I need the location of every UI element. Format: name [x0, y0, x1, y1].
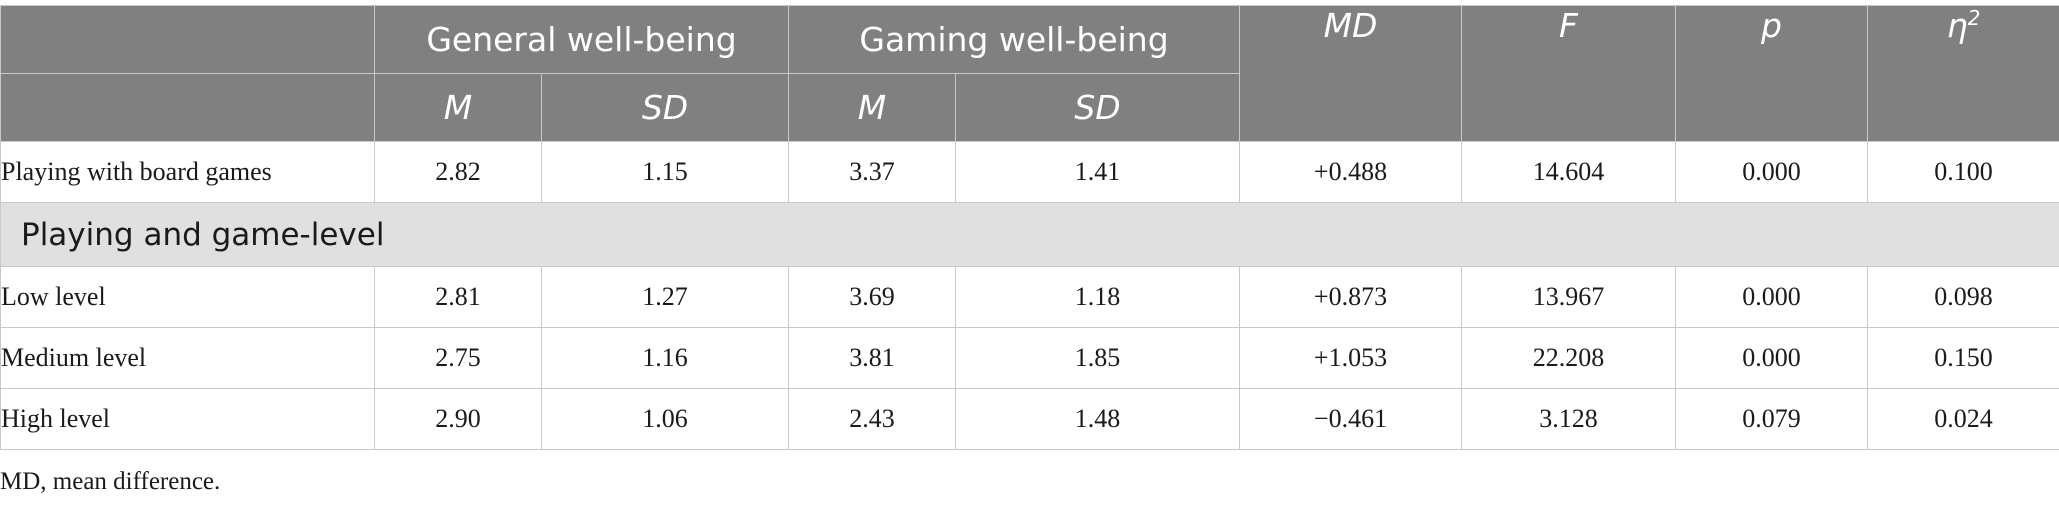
- table-footnote: MD, mean difference.: [0, 468, 221, 495]
- cell-f: 22.208: [1461, 327, 1677, 389]
- cell-md: −0.461: [1239, 388, 1463, 450]
- cell-general-m: 2.82: [374, 141, 542, 203]
- cell-f: 3.128: [1461, 388, 1677, 450]
- cell-f: 13.967: [1461, 266, 1677, 328]
- header-general-sd: SD: [540, 73, 790, 142]
- header-corner-lower: [0, 73, 375, 142]
- cell-general-sd: 1.06: [540, 388, 790, 450]
- cell-general-sd: 1.15: [540, 141, 790, 203]
- header-general-m: M: [374, 73, 542, 142]
- cell-gaming-sd: 1.41: [955, 141, 1241, 203]
- cell-eta: 0.150: [1867, 327, 2059, 389]
- header-row-2: M SD M SD: [0, 73, 2059, 142]
- header-gaming-wellbeing: Gaming well-being: [788, 5, 1241, 74]
- header-f: F: [1461, 5, 1677, 142]
- cell-general-sd: 1.27: [540, 266, 790, 328]
- cell-p: 0.079: [1675, 388, 1869, 450]
- table-body: Playing with board games 2.82 1.15 3.37 …: [0, 141, 2059, 450]
- section-label: Playing and game-level: [0, 202, 2059, 267]
- header-corner: [0, 5, 375, 74]
- cell-general-m: 2.81: [374, 266, 542, 328]
- cell-md: +0.873: [1239, 266, 1463, 328]
- row-label: Low level: [0, 266, 375, 328]
- header-gaming-m: M: [788, 73, 957, 142]
- section-row: Playing and game-level: [0, 202, 2059, 267]
- header-gaming-sd: SD: [955, 73, 1241, 142]
- header-eta-squared: η2: [1867, 5, 2059, 142]
- cell-gaming-sd: 1.48: [955, 388, 1241, 450]
- header-p: p: [1675, 5, 1869, 142]
- cell-gaming-sd: 1.85: [955, 327, 1241, 389]
- row-label: High level: [0, 388, 375, 450]
- cell-eta: 0.098: [1867, 266, 2059, 328]
- table-row: Playing with board games 2.82 1.15 3.37 …: [0, 141, 2059, 203]
- cell-f: 14.604: [1461, 141, 1677, 203]
- cell-gaming-sd: 1.18: [955, 266, 1241, 328]
- cell-gaming-m: 3.81: [788, 327, 957, 389]
- table-row: High level 2.90 1.06 2.43 1.48 −0.461 3.…: [0, 388, 2059, 450]
- cell-general-m: 2.90: [374, 388, 542, 450]
- header-row-1: General well-being Gaming well-being MD …: [0, 5, 2059, 142]
- cell-eta: 0.024: [1867, 388, 2059, 450]
- cell-p: 0.000: [1675, 141, 1869, 203]
- header-general-wellbeing: General well-being: [373, 5, 790, 74]
- cell-md: +1.053: [1239, 327, 1463, 389]
- eta-symbol: η: [1946, 6, 1968, 45]
- stats-table: General well-being Gaming well-being MD …: [0, 5, 2059, 450]
- table-row: Low level 2.81 1.27 3.69 1.18 +0.873 13.…: [0, 266, 2059, 328]
- cell-eta: 0.100: [1867, 141, 2059, 203]
- cell-p: 0.000: [1675, 327, 1869, 389]
- row-label: Medium level: [0, 327, 375, 389]
- cell-gaming-m: 3.69: [788, 266, 957, 328]
- cell-md: +0.488: [1239, 141, 1463, 203]
- cell-p: 0.000: [1675, 266, 1869, 328]
- cell-general-sd: 1.16: [540, 327, 790, 389]
- eta-superscript: 2: [1967, 6, 1981, 30]
- cell-gaming-m: 2.43: [788, 388, 957, 450]
- table-row: Medium level 2.75 1.16 3.81 1.85 +1.053 …: [0, 327, 2059, 389]
- header-md: MD: [1239, 5, 1463, 142]
- cell-general-m: 2.75: [374, 327, 542, 389]
- row-label: Playing with board games: [0, 141, 375, 203]
- cell-gaming-m: 3.37: [788, 141, 957, 203]
